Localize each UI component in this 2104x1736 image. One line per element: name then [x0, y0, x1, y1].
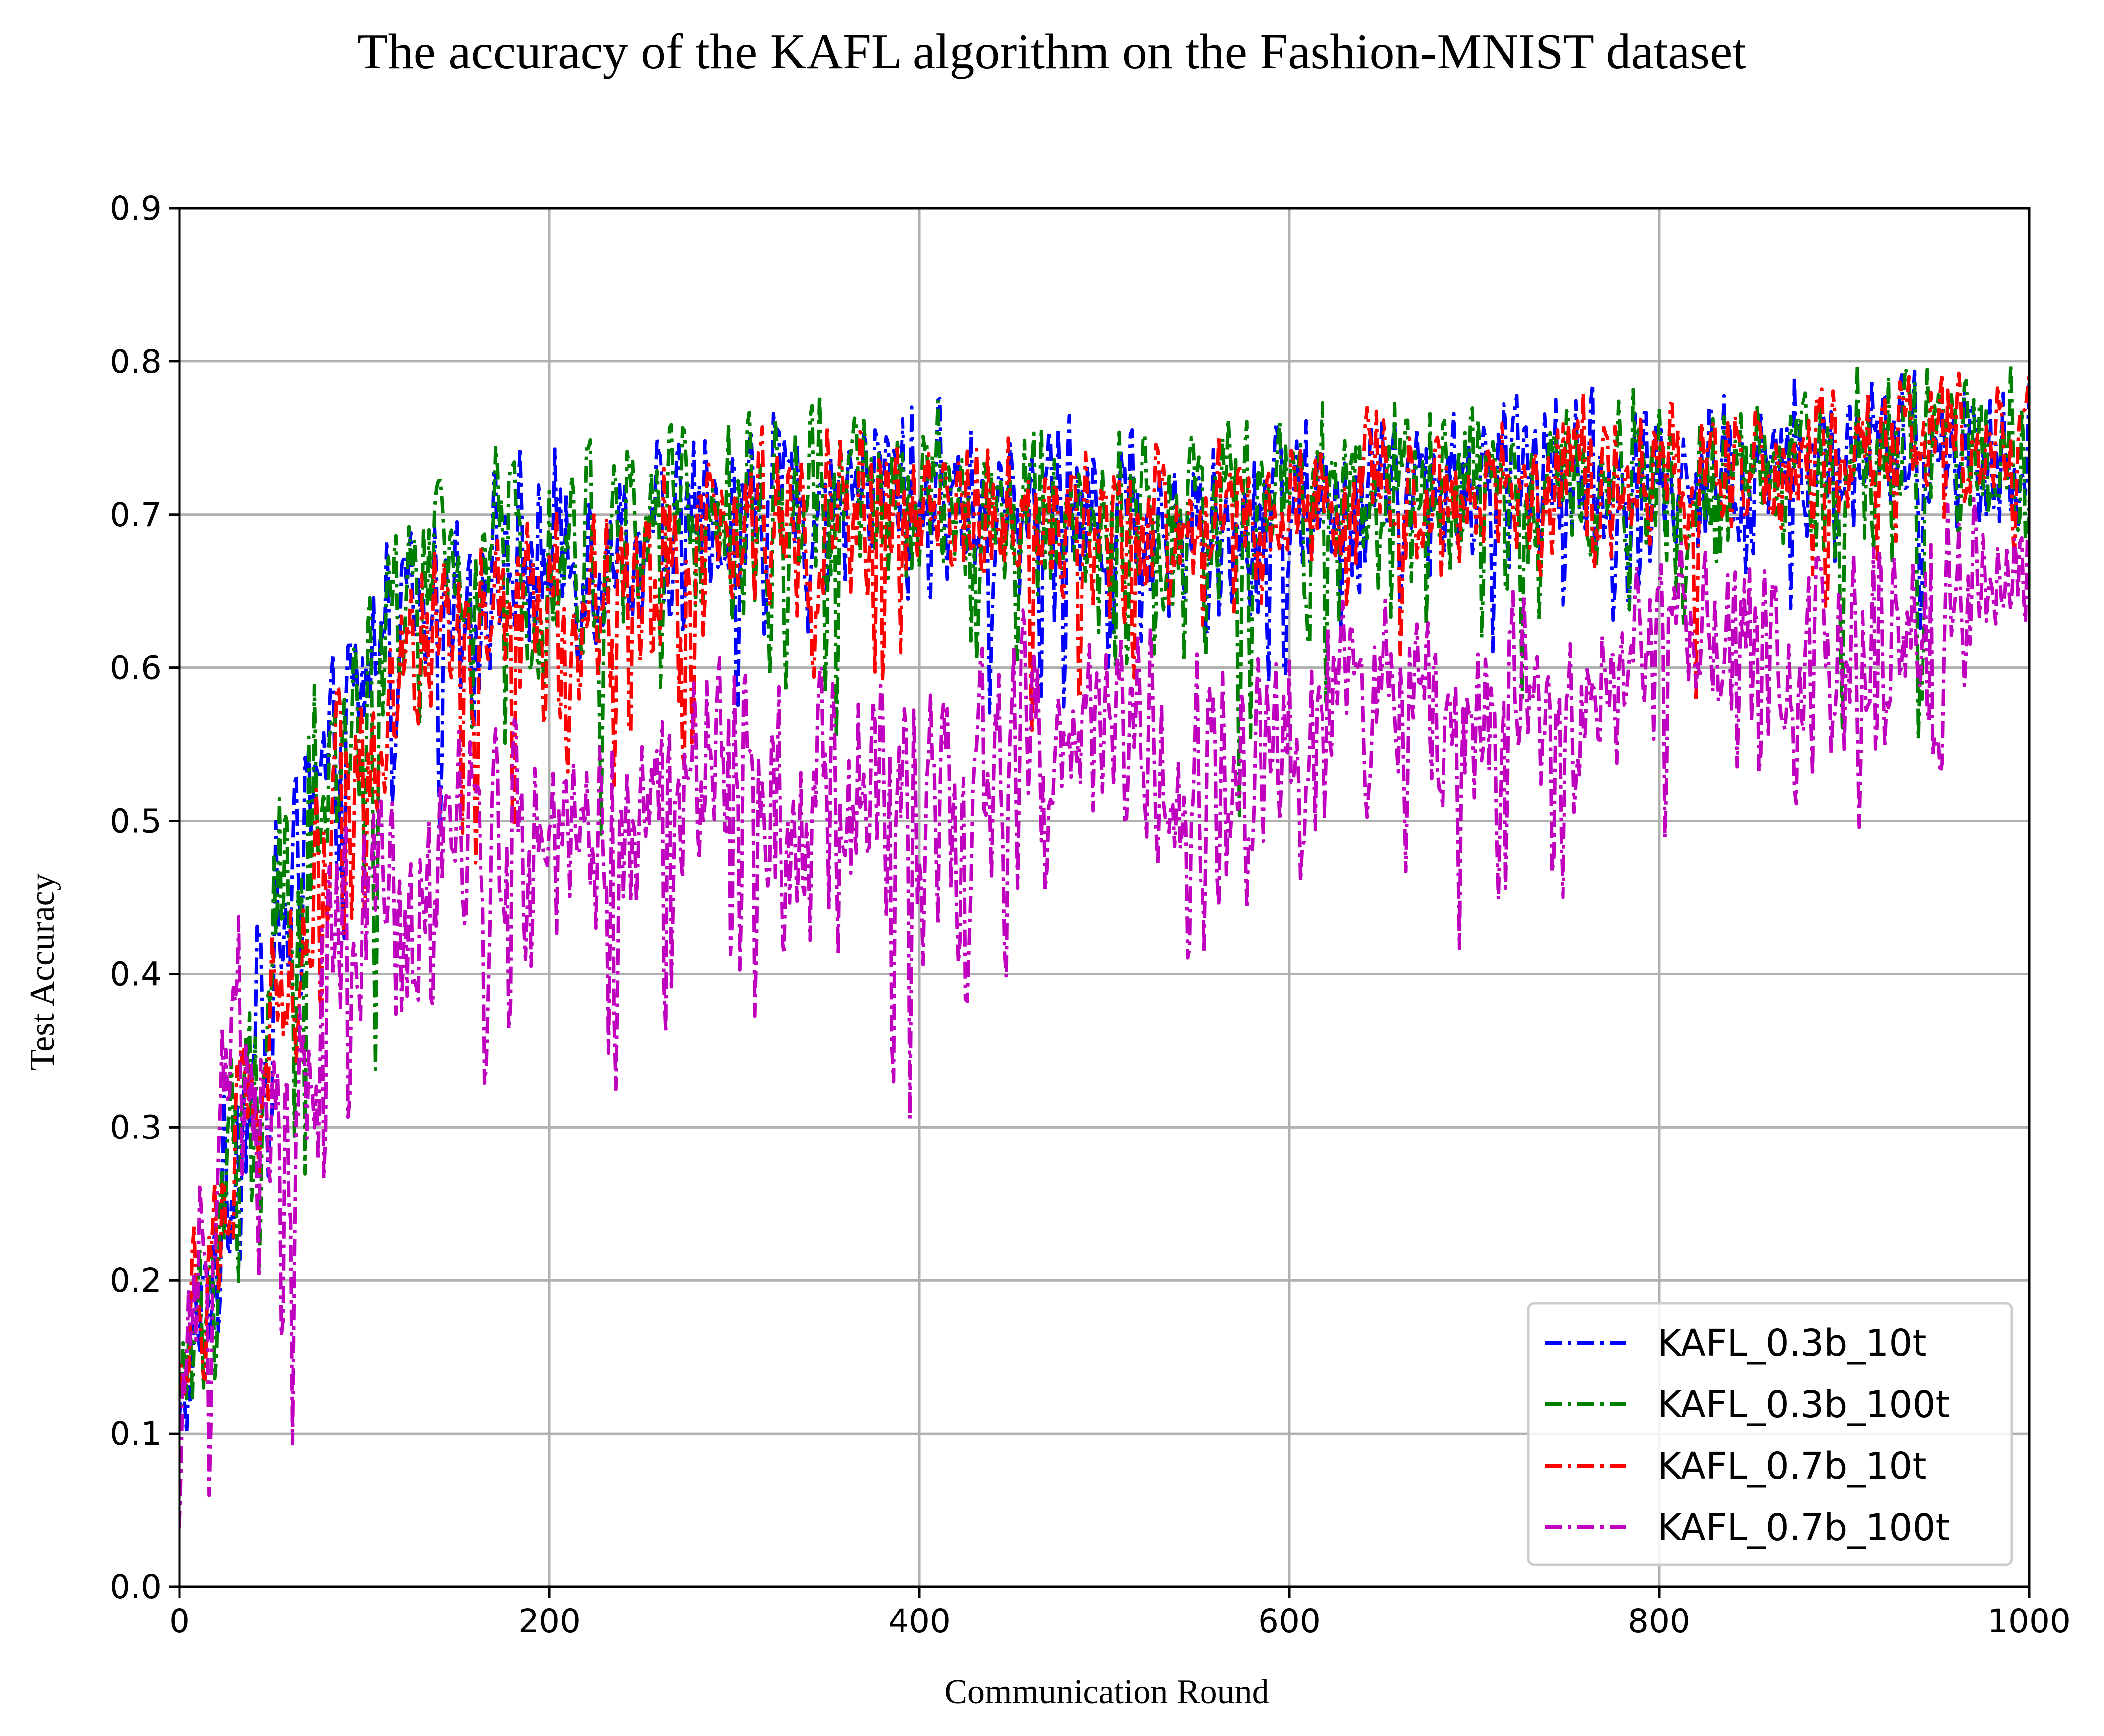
- x-tick-label: 400: [888, 1602, 951, 1640]
- x-axis-label: Communication Round: [944, 1673, 1269, 1711]
- series-line-1: [180, 362, 2029, 1431]
- y-axis-label: Test Accuracy: [23, 873, 61, 1070]
- y-tick-label: 0.0: [110, 1568, 162, 1606]
- axes: 0 200 400 600 800 1000 0.0 0.1 0.2 0.3 0.4 0.5 0.6 0.…: [110, 189, 2071, 1640]
- y-tick-label: 0.9: [110, 189, 162, 228]
- y-tick-label: 0.3: [110, 1108, 162, 1146]
- x-tick-label: 800: [1628, 1602, 1690, 1640]
- y-tick-label: 0.2: [110, 1261, 162, 1300]
- x-tick-label: 200: [518, 1602, 581, 1640]
- y-tick-label: 0.8: [110, 343, 162, 381]
- y-tick-label: 0.7: [110, 496, 162, 534]
- y-tick-label: 0.1: [110, 1415, 162, 1453]
- y-tick-label: 0.6: [110, 649, 162, 687]
- y-tick-label: 0.4: [110, 955, 162, 993]
- chart-title: The accuracy of the KAFL algorithm on th…: [357, 24, 1746, 80]
- legend-label: KAFL_0.7b_100t: [1657, 1506, 1950, 1549]
- legend-label: KAFL_0.3b_10t: [1657, 1322, 1926, 1365]
- y-tick-label: 0.5: [110, 802, 162, 840]
- x-tick-label: 0: [169, 1602, 190, 1640]
- plot-frame: [178, 207, 2031, 1588]
- legend: KAFL_0.3b_10t KAFL_0.3b_100t KAFL_0.7b_10t…: [1527, 1302, 2013, 1566]
- series-line-3: [180, 496, 2029, 1528]
- legend-label: KAFL_0.7b_10t: [1657, 1445, 1926, 1488]
- series-line-2: [180, 371, 2029, 1397]
- legend-label: KAFL_0.3b_100t: [1657, 1383, 1950, 1426]
- x-tick-label: 1000: [1987, 1602, 2071, 1640]
- series-layer: [180, 362, 2029, 1528]
- legend-box: [1527, 1302, 2013, 1566]
- x-tick-label: 600: [1258, 1602, 1321, 1640]
